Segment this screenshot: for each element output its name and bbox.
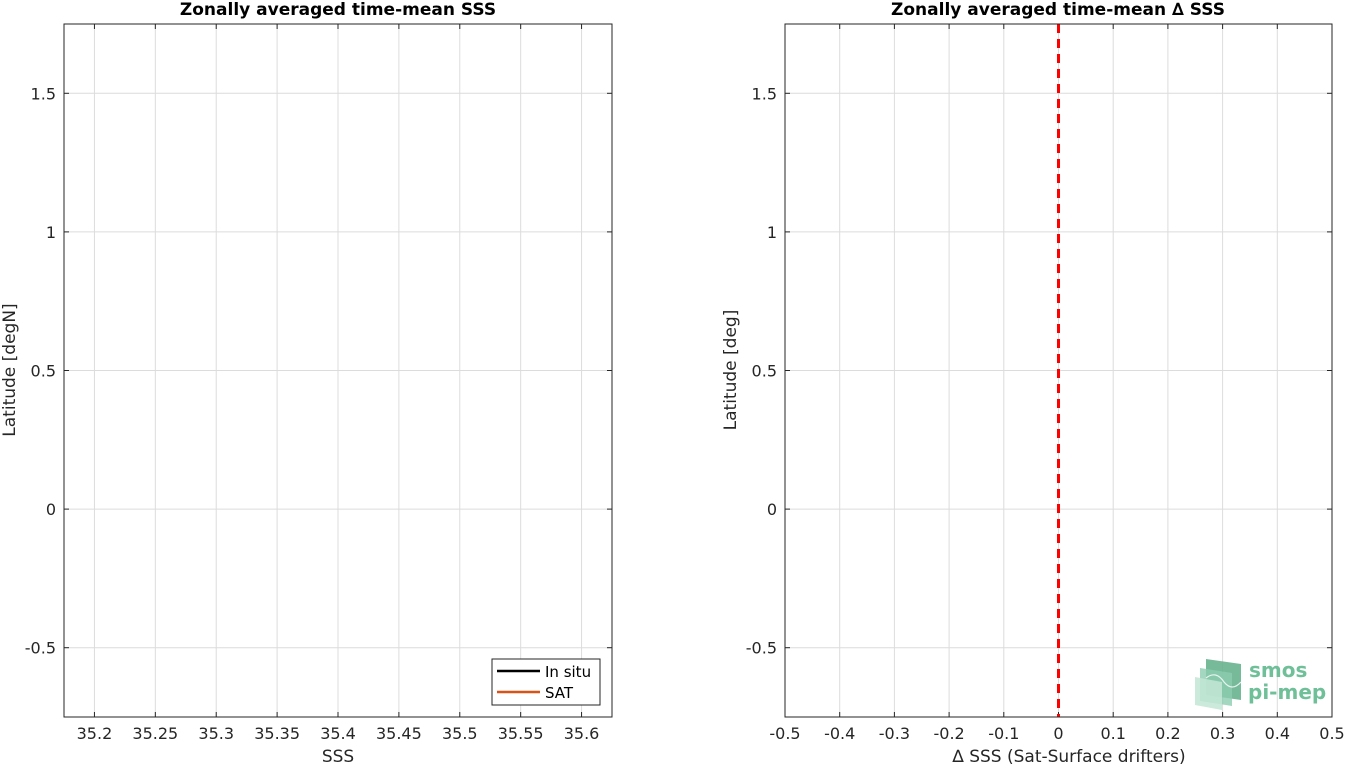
x-tick-label: 35.35 [254,724,300,743]
x-tick-label: 35.3 [198,724,234,743]
x-tick-label: 0.5 [1319,724,1344,743]
legend-box [491,658,601,706]
y-tick-label: 0.5 [752,362,777,381]
y-tick-label: 1.5 [752,84,777,103]
x-tick-label: 35.45 [376,724,422,743]
x-tick-label: 0.4 [1265,724,1290,743]
smos-pi-mep-logo: smos pi-mep [1195,658,1326,710]
left-axes-box [63,23,613,718]
x-tick-label: 35.5 [442,724,478,743]
x-tick-label: -0.1 [988,724,1019,743]
x-tick-label: 0.3 [1210,724,1235,743]
legend: In situ SAT [491,658,601,706]
y-tick-label: -0.5 [746,639,777,658]
y-tick-label: 1 [46,223,56,242]
logo-text-smos: smos [1249,658,1307,682]
y-tick-label: 1.5 [31,84,56,103]
right-panel: -0.5 -0.4 -0.3 -0.2 -0.1 0 0.1 0.2 0.3 0.4 0.5 -0.5… [721,0,1345,766]
y-tick-label: -0.5 [25,639,56,658]
x-tick-label: -0.5 [769,724,800,743]
x-tick-label: 0.1 [1100,724,1125,743]
x-tick-label: -0.4 [824,724,855,743]
right-ticks: -0.5 -0.4 -0.3 -0.2 -0.1 0 0.1 0.2 0.3 0.4 0.5 -0.5… [746,24,1345,743]
x-tick-label: -0.3 [879,724,910,743]
y-tick-label: 1 [767,223,777,242]
y-tick-label: 0.5 [31,362,56,381]
legend-label-in-situ: In situ [545,663,591,681]
logo-emblem-icon [1195,659,1242,710]
left-ticks: 35.2 35.25 35.3 35.35 35.4 35.45 35.5 35.55 35.6… [25,24,612,743]
left-grid [64,24,612,717]
left-chart-title: Zonally averaged time-mean SSS [180,0,496,20]
x-tick-label: 35.6 [564,724,600,743]
logo-text-pi-mep: pi-mep [1248,680,1326,704]
right-x-axis-label: ∆ SSS (Sat-Surface drifters) [951,747,1185,766]
right-y-axis-label: Latitude [deg] [721,310,741,431]
left-y-axis-label: Latitude [degN] [0,303,20,436]
x-tick-label: 0 [1053,724,1063,743]
left-x-axis-label: SSS [322,747,354,766]
legend-label-sat: SAT [545,684,574,702]
right-chart-title: Zonally averaged time-mean ∆ SSS [891,0,1225,20]
x-tick-label: 35.4 [320,724,356,743]
right-axes-box [784,23,1333,718]
x-tick-label: -0.2 [933,724,964,743]
x-tick-label: 35.25 [132,724,178,743]
x-tick-label: 35.2 [77,724,113,743]
y-tick-label: 0 [46,500,56,519]
x-tick-label: 35.55 [498,724,544,743]
y-tick-label: 0 [767,500,777,519]
x-tick-label: 0.2 [1155,724,1180,743]
left-panel: 35.2 35.25 35.3 35.35 35.4 35.45 35.5 35.55 35.6… [0,0,613,766]
